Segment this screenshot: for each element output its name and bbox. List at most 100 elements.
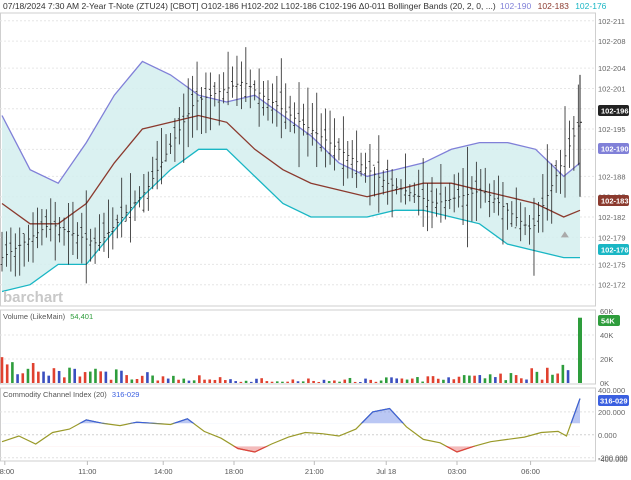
svg-text:54K: 54K: [601, 317, 615, 326]
volume-bar: [442, 379, 445, 383]
up-arrow-icon: [560, 231, 569, 238]
volume-bar: [566, 370, 570, 383]
volume-bar: [540, 379, 544, 383]
volume-bar: [224, 380, 227, 383]
volume-bar: [281, 381, 284, 383]
volume-bar: [400, 378, 404, 383]
volume-bar: [483, 378, 487, 383]
cci-badge: 316-029: [598, 395, 629, 406]
svg-text:102-190: 102-190: [601, 145, 629, 154]
volume-bar: [468, 375, 471, 383]
volume-bar: [312, 380, 315, 383]
price-y-tick: 102-211: [598, 17, 625, 26]
volume-bar: [234, 381, 237, 383]
volume-bar: [561, 364, 565, 383]
volume-bar: [545, 367, 549, 383]
volume-bar: [535, 371, 539, 383]
cci-negative-fill: [2, 446, 580, 452]
cci-panel: [0, 387, 596, 462]
volume-bar: [379, 380, 383, 383]
volume-bar: [307, 378, 310, 383]
volume-bar: [301, 381, 305, 383]
volume-bar: [405, 379, 409, 383]
x-tick-label: 03:00: [448, 467, 467, 476]
volume-bar: [52, 368, 56, 383]
volume-bar: [135, 379, 139, 383]
price-y-tick: 102-172: [598, 281, 626, 290]
volume-bar: [57, 370, 61, 383]
volume-bar: [317, 381, 321, 383]
volume-bar: [229, 379, 232, 383]
volume-y-tick: 20K: [600, 355, 613, 364]
cci-positive-fill: [2, 398, 580, 424]
price-y-tick: 102-188: [598, 172, 626, 181]
volume-bar: [520, 378, 523, 383]
bollinger-lower-line: [1, 148, 580, 293]
volume-bar: [37, 371, 40, 383]
volume-bar: [239, 381, 243, 383]
volume-bar: [104, 371, 108, 383]
x-tick-label: 11:00: [78, 467, 96, 476]
volume-bar: [94, 368, 97, 383]
volume-bar: [286, 381, 289, 383]
cci-y-tick: 400.000: [598, 386, 625, 395]
volume-bar: [114, 369, 118, 383]
price-y-tick: 102-204: [598, 64, 626, 73]
volume-bar: [473, 375, 476, 383]
volume-bar: [291, 379, 295, 383]
volume-bar: [364, 378, 367, 383]
volume-bar: [47, 375, 51, 383]
x-tick-label: 18:00: [225, 467, 244, 476]
volume-bar: [338, 381, 341, 383]
x-tick-label: 21:00: [305, 467, 324, 476]
price-y-tick: 102-195: [598, 125, 626, 134]
volume-bar: [73, 368, 77, 383]
volume-bar: [426, 376, 430, 383]
volume-bar: [21, 373, 25, 383]
volume-bar: [83, 372, 87, 383]
cci-y-tick: -200.000: [598, 454, 628, 463]
price-panel: [0, 12, 596, 307]
volume-bar: [42, 371, 45, 383]
cci-y-tick: 0.000: [598, 431, 617, 440]
volume-bar: [26, 368, 30, 383]
svg-text:102-196: 102-196: [601, 107, 629, 116]
cci-y-tick: -400.000: [598, 455, 628, 464]
volume-bar: [255, 378, 258, 383]
volume-bar: [88, 371, 92, 383]
volume-bar: [140, 375, 144, 383]
volume-bar: [99, 371, 102, 383]
volume-bar: [431, 376, 435, 383]
bollinger-mid-line: [1, 114, 581, 225]
volume-bar: [265, 381, 269, 383]
last-price-badge: 102-196: [598, 105, 629, 116]
svg-text:102-183: 102-183: [601, 197, 629, 206]
volume-bar: [385, 377, 388, 383]
svg-text:102-176: 102-176: [601, 246, 629, 255]
volume-bar: [353, 381, 357, 383]
volume-bar: [275, 381, 279, 383]
volume-bar: [203, 379, 206, 383]
volume-bar: [343, 379, 347, 383]
volume-bar: [244, 380, 248, 383]
volume-y-tick: 0K: [600, 379, 609, 388]
x-axis-ticks: 08:00 11:00 14:00 18:00 21:00 Jul 18 03:00 06:0…: [0, 461, 540, 476]
volume-bar: [504, 380, 508, 383]
volume-bar: [120, 370, 123, 383]
volume-bar: [31, 363, 35, 383]
volume-bar: [68, 367, 71, 383]
volume-bar: [249, 381, 253, 383]
cci-line: [1, 398, 581, 453]
volume-last-bar: [578, 317, 582, 383]
volume-bar: [187, 380, 191, 383]
volume-bar: [109, 379, 113, 383]
volume-bar: [0, 357, 4, 383]
volume-bar: [213, 379, 217, 383]
price-y-tick: 102-179: [598, 233, 626, 242]
volume-bar: [525, 379, 528, 383]
volume-bar: [161, 376, 165, 383]
volume-bar: [369, 379, 373, 383]
volume-bar: [182, 378, 186, 383]
volume-bar: [192, 380, 196, 383]
volume-bar: [327, 381, 331, 383]
